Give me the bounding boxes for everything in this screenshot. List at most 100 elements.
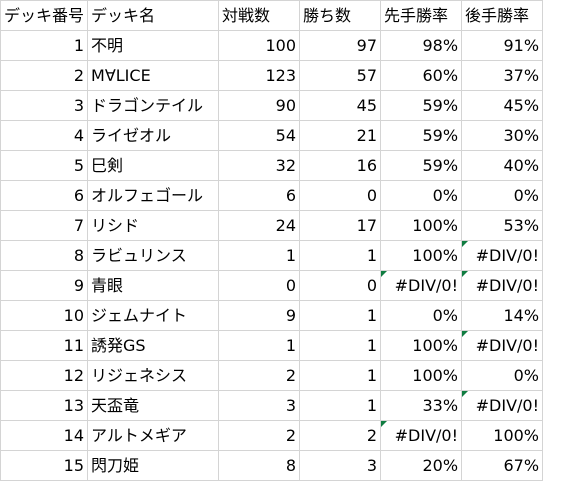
- cell-first-winrate[interactable]: 100%: [380, 330, 463, 361]
- cell-deck-number[interactable]: 10: [0, 300, 89, 331]
- cell-games[interactable]: 1: [218, 330, 301, 361]
- cell-deck-name[interactable]: オルフェゴール: [87, 180, 220, 211]
- cell-deck-number[interactable]: 1: [0, 30, 89, 61]
- cell-wins[interactable]: 0: [299, 270, 382, 301]
- cell-first-winrate[interactable]: 59%: [380, 120, 463, 151]
- header-cell-games[interactable]: 対戦数: [218, 0, 301, 31]
- cell-deck-name[interactable]: 不明: [87, 30, 220, 61]
- cell-first-winrate[interactable]: 98%: [380, 30, 463, 61]
- header-cell-second-winrate[interactable]: 後手勝率: [461, 0, 544, 31]
- cell-first-winrate[interactable]: 33%: [380, 390, 463, 421]
- cell-second-winrate[interactable]: 30%: [461, 120, 544, 151]
- cell-first-winrate[interactable]: 100%: [380, 210, 463, 241]
- cell-deck-name[interactable]: ドラゴンテイル: [87, 90, 220, 121]
- cell-deck-name[interactable]: 天盃竜: [87, 390, 220, 421]
- cell-wins[interactable]: 1: [299, 360, 382, 391]
- cell-games[interactable]: 9: [218, 300, 301, 331]
- cell-wins[interactable]: 1: [299, 330, 382, 361]
- cell-deck-name[interactable]: アルトメギア: [87, 420, 220, 451]
- cell-deck-name[interactable]: M∀LICE: [87, 60, 220, 91]
- cell-first-winrate[interactable]: 0%: [380, 300, 463, 331]
- cell-games[interactable]: 6: [218, 180, 301, 211]
- cell-games[interactable]: 0: [218, 270, 301, 301]
- cell-deck-number[interactable]: 15: [0, 450, 89, 481]
- cell-wins[interactable]: 1: [299, 300, 382, 331]
- cell-games[interactable]: 32: [218, 150, 301, 181]
- cell-first-winrate[interactable]: 0%: [380, 180, 463, 211]
- cell-second-winrate[interactable]: 67%: [461, 450, 544, 481]
- cell-games[interactable]: 2: [218, 420, 301, 451]
- header-cell-wins[interactable]: 勝ち数: [299, 0, 382, 31]
- cell-deck-number[interactable]: 12: [0, 360, 89, 391]
- cell-games[interactable]: 123: [218, 60, 301, 91]
- cell-wins[interactable]: 45: [299, 90, 382, 121]
- error-indicator-icon: [462, 391, 469, 397]
- cell-first-winrate[interactable]: 59%: [380, 150, 463, 181]
- cell-first-winrate[interactable]: 20%: [380, 450, 463, 481]
- cell-deck-number[interactable]: 3: [0, 90, 89, 121]
- cell-games[interactable]: 24: [218, 210, 301, 241]
- cell-deck-number[interactable]: 9: [0, 270, 89, 301]
- cell-games[interactable]: 3: [218, 390, 301, 421]
- cell-second-winrate[interactable]: 14%: [461, 300, 544, 331]
- cell-second-winrate[interactable]: #DIV/0!: [461, 390, 544, 421]
- cell-deck-number[interactable]: 2: [0, 60, 89, 91]
- cell-games[interactable]: 100: [218, 30, 301, 61]
- cell-games[interactable]: 2: [218, 360, 301, 391]
- cell-first-winrate[interactable]: #DIV/0!: [380, 420, 463, 451]
- cell-games[interactable]: 1: [218, 240, 301, 271]
- header-cell-deck-number[interactable]: デッキ番号: [0, 0, 89, 31]
- cell-second-winrate[interactable]: 91%: [461, 30, 544, 61]
- cell-first-winrate[interactable]: 59%: [380, 90, 463, 121]
- cell-first-winrate[interactable]: 100%: [380, 360, 463, 391]
- cell-wins[interactable]: 21: [299, 120, 382, 151]
- cell-deck-name[interactable]: 誘発GS: [87, 330, 220, 361]
- cell-games[interactable]: 90: [218, 90, 301, 121]
- cell-wins[interactable]: 16: [299, 150, 382, 181]
- cell-deck-number[interactable]: 5: [0, 150, 89, 181]
- cell-first-winrate[interactable]: #DIV/0!: [380, 270, 463, 301]
- cell-deck-name[interactable]: ライゼオル: [87, 120, 220, 151]
- cell-wins[interactable]: 57: [299, 60, 382, 91]
- cell-second-winrate[interactable]: 40%: [461, 150, 544, 181]
- cell-deck-number[interactable]: 13: [0, 390, 89, 421]
- cell-second-winrate[interactable]: 0%: [461, 180, 544, 211]
- cell-second-winrate[interactable]: 100%: [461, 420, 544, 451]
- cell-deck-number[interactable]: 11: [0, 330, 89, 361]
- cell-deck-name[interactable]: ジェムナイト: [87, 300, 220, 331]
- cell-games[interactable]: 54: [218, 120, 301, 151]
- cell-deck-name[interactable]: 青眼: [87, 270, 220, 301]
- cell-wins[interactable]: 97: [299, 30, 382, 61]
- cell-second-winrate[interactable]: 53%: [461, 210, 544, 241]
- cell-second-winrate[interactable]: 0%: [461, 360, 544, 391]
- cell-deck-number[interactable]: 7: [0, 210, 89, 241]
- header-cell-first-winrate[interactable]: 先手勝率: [380, 0, 463, 31]
- cell-deck-number[interactable]: 8: [0, 240, 89, 271]
- cell-deck-number[interactable]: 6: [0, 180, 89, 211]
- cell-deck-number[interactable]: 4: [0, 120, 89, 151]
- cell-second-winrate[interactable]: #DIV/0!: [461, 270, 544, 301]
- cell-wins[interactable]: 17: [299, 210, 382, 241]
- cell-wins[interactable]: 0: [299, 180, 382, 211]
- cell-deck-name[interactable]: リジェネシス: [87, 360, 220, 391]
- cell-second-winrate[interactable]: 37%: [461, 60, 544, 91]
- cell-games[interactable]: 8: [218, 450, 301, 481]
- header-cell-deck-name[interactable]: デッキ名: [87, 0, 220, 31]
- cell-wins[interactable]: 1: [299, 240, 382, 271]
- spreadsheet-grid[interactable]: デッキ番号 デッキ名 対戦数 勝ち数 先手勝率 後手勝率 1 不明 100 97 98%…: [0, 0, 544, 481]
- cell-wins[interactable]: 1: [299, 390, 382, 421]
- table-row: 15 閃刀姫 8 3 20% 67%: [0, 450, 544, 481]
- table-row: 8 ラビュリンス 1 1 100% #DIV/0!: [0, 240, 544, 271]
- cell-deck-name[interactable]: ラビュリンス: [87, 240, 220, 271]
- cell-deck-name[interactable]: リシド: [87, 210, 220, 241]
- cell-wins[interactable]: 2: [299, 420, 382, 451]
- cell-second-winrate[interactable]: #DIV/0!: [461, 240, 544, 271]
- cell-deck-name[interactable]: 巳剣: [87, 150, 220, 181]
- cell-second-winrate[interactable]: #DIV/0!: [461, 330, 544, 361]
- cell-first-winrate[interactable]: 60%: [380, 60, 463, 91]
- cell-first-winrate[interactable]: 100%: [380, 240, 463, 271]
- cell-wins[interactable]: 3: [299, 450, 382, 481]
- cell-second-winrate[interactable]: 45%: [461, 90, 544, 121]
- cell-deck-name[interactable]: 閃刀姫: [87, 450, 220, 481]
- cell-deck-number[interactable]: 14: [0, 420, 89, 451]
